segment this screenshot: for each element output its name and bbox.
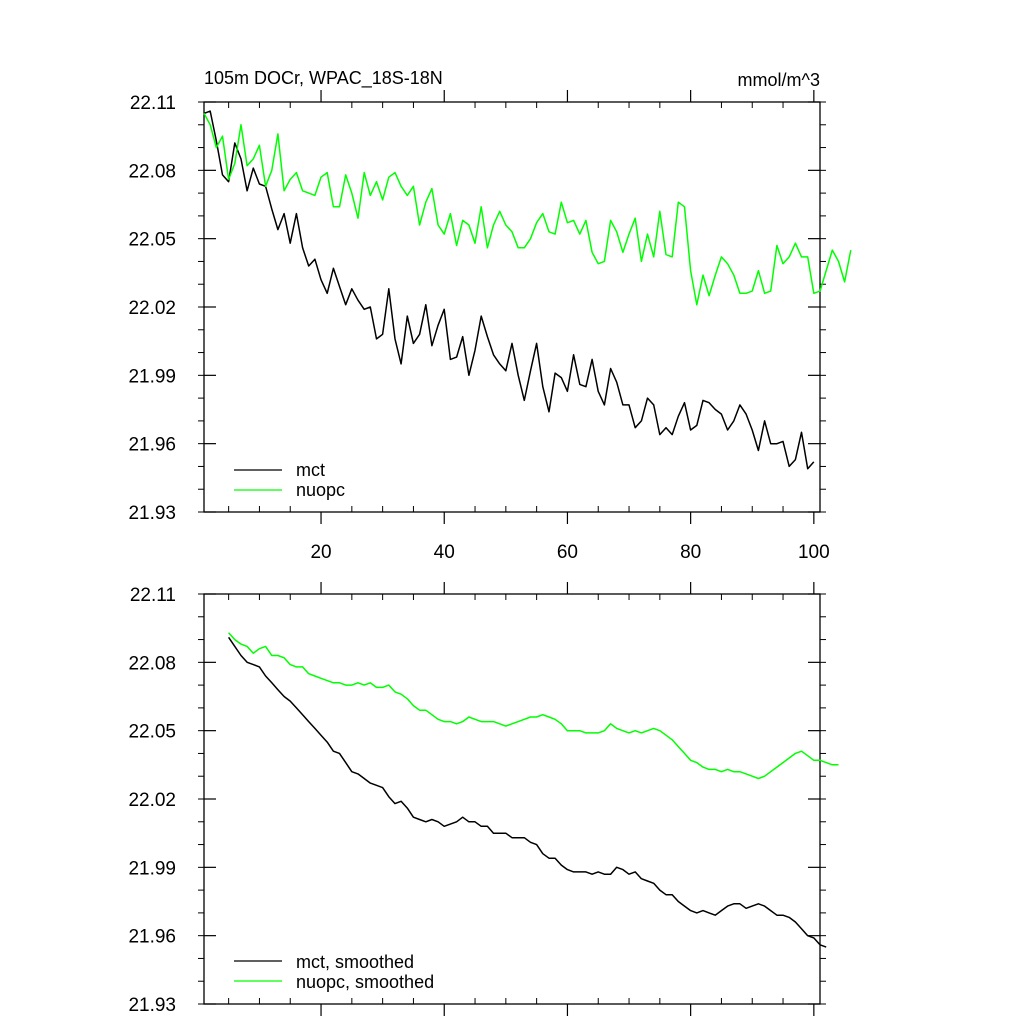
- legend-label-mct: mct: [296, 460, 325, 480]
- y-tick-label: 21.96: [128, 927, 176, 948]
- bottom-series-lines: [227, 632, 839, 948]
- bottom-ticks: [198, 582, 826, 1016]
- x-tick-label: 100: [798, 542, 830, 563]
- y-tick-label: 22.11: [130, 585, 176, 606]
- top-ticks: [198, 90, 826, 524]
- legend-label-nuopc-smoothed: nuopc, smoothed: [296, 972, 434, 992]
- y-tick-label: 22.08: [128, 653, 176, 674]
- series-line-mct: [203, 110, 815, 470]
- top-panel: 105m DOCr, WPAC_18S-18N mmol/m^3 22.1122…: [128, 68, 852, 563]
- y-tick-label: 21.93: [128, 995, 176, 1016]
- y-tick-label: 22.11: [130, 93, 176, 114]
- top-y-tick-labels: 22.11 22.08 22.05 22.02 21.99 21.96 21.93: [128, 93, 176, 524]
- legend-label-mct-smoothed: mct, smoothed: [296, 952, 414, 972]
- x-tick-label: 80: [680, 542, 701, 563]
- top-x-tick-labels: 20 40 60 80 100: [310, 542, 829, 563]
- top-series-lines: [203, 110, 852, 470]
- x-tick-label: 40: [434, 542, 455, 563]
- top-plot-title: 105m DOCr, WPAC_18S-18N: [204, 68, 443, 89]
- y-tick-label: 22.02: [128, 790, 176, 811]
- top-legend: mct nuopc: [234, 460, 345, 500]
- x-tick-label: 60: [557, 542, 578, 563]
- y-tick-label: 21.99: [128, 366, 176, 387]
- series-line-nuopc: [203, 113, 852, 306]
- x-tick-label: 20: [310, 542, 331, 563]
- y-tick-label: 21.93: [128, 503, 176, 524]
- y-tick-label: 22.08: [128, 161, 176, 182]
- bottom-legend: mct, smoothed nuopc, smoothed: [234, 952, 434, 992]
- y-tick-label: 21.99: [128, 858, 176, 879]
- y-tick-label: 22.05: [128, 230, 176, 251]
- y-tick-label: 21.96: [128, 435, 176, 456]
- bottom-y-tick-labels: 22.11 22.08 22.05 22.02 21.99 21.96 21.93: [128, 585, 176, 1016]
- bottom-panel: 22.11 22.08 22.05 22.02 21.99 21.96 21.93 mct,…: [128, 582, 839, 1016]
- top-plot-units: mmol/m^3: [738, 70, 820, 90]
- y-tick-label: 22.02: [128, 298, 176, 319]
- y-tick-label: 22.05: [128, 722, 176, 743]
- series-line-mct-smoothed: [227, 636, 827, 948]
- legend-label-nuopc: nuopc: [296, 480, 345, 500]
- series-line-nuopc-smoothed: [228, 632, 839, 780]
